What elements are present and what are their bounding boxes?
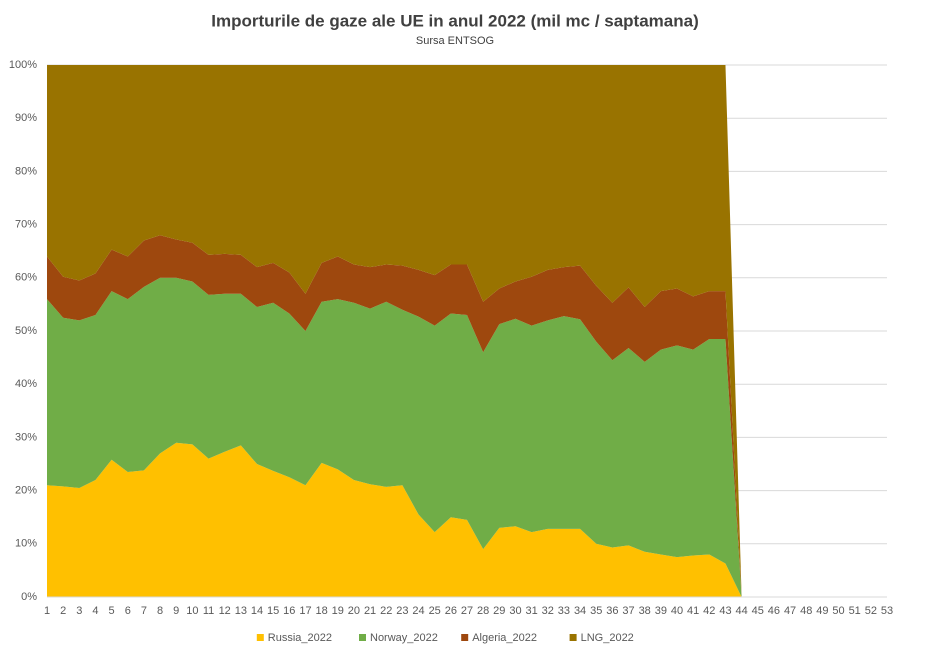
x-tick-label: 43: [719, 605, 731, 617]
x-tick-label: 12: [219, 605, 231, 617]
x-tick-label: 47: [784, 605, 796, 617]
x-tick-label: 27: [461, 605, 473, 617]
x-tick-label: 53: [881, 605, 893, 617]
x-tick-label: 38: [639, 605, 651, 617]
y-tick-label: 100%: [9, 59, 37, 71]
x-tick-label: 19: [332, 605, 344, 617]
x-tick-label: 6: [125, 605, 131, 617]
x-tick-label: 42: [703, 605, 715, 617]
x-tick-label: 46: [768, 605, 780, 617]
y-tick-label: 50%: [15, 325, 37, 337]
x-tick-label: 21: [364, 605, 376, 617]
x-tick-label: 41: [687, 605, 699, 617]
legend-label: Algeria_2022: [472, 632, 537, 644]
x-tick-label: 48: [800, 605, 812, 617]
x-tick-label: 2: [60, 605, 66, 617]
y-tick-label: 10%: [15, 538, 37, 550]
x-tick-label: 1: [44, 605, 50, 617]
x-tick-label: 18: [315, 605, 327, 617]
x-tick-label: 5: [109, 605, 115, 617]
y-tick-label: 40%: [15, 378, 37, 390]
x-tick-label: 44: [735, 605, 747, 617]
x-tick-label: 14: [251, 605, 263, 617]
y-tick-label: 0%: [21, 591, 37, 603]
area: [47, 235, 742, 598]
legend-label: LNG_2022: [581, 632, 634, 644]
x-tick-label: 15: [267, 605, 279, 617]
legend-swatch: [359, 634, 366, 641]
x-tick-label: 52: [865, 605, 877, 617]
x-tick-label: 25: [429, 605, 441, 617]
x-tick-label: 31: [525, 605, 537, 617]
x-tick-label: 8: [157, 605, 163, 617]
x-tick-label: 39: [655, 605, 667, 617]
legend-label: Russia_2022: [268, 632, 332, 644]
legend-swatch: [569, 634, 577, 641]
chart-title: Importurile de gaze ale UE in anul 2022 …: [211, 11, 699, 30]
x-tick-label: 28: [477, 605, 489, 617]
x-tick-label: 3: [76, 605, 82, 617]
x-tick-label: 16: [283, 605, 295, 617]
x-tick-label: 22: [380, 605, 392, 617]
x-tick-label: 51: [849, 605, 861, 617]
y-tick-label: 80%: [15, 165, 37, 177]
x-tick-label: 49: [816, 605, 828, 617]
x-tick-label: 30: [509, 605, 521, 617]
x-tick-label: 50: [832, 605, 844, 617]
x-tick-label: 26: [445, 605, 457, 617]
x-tick-label: 37: [622, 605, 634, 617]
y-tick-label: 90%: [15, 112, 37, 124]
x-tick-label: 29: [493, 605, 505, 617]
area: [47, 442, 742, 597]
area: [47, 277, 742, 597]
x-tick-label: 4: [92, 605, 98, 617]
x-tick-label: 24: [412, 605, 424, 617]
x-tick-label: 35: [590, 605, 602, 617]
x-tick-label: 17: [299, 605, 311, 617]
x-tick-label: 40: [671, 605, 683, 617]
x-tick-label: 10: [186, 605, 198, 617]
y-tick-label: 20%: [15, 485, 37, 497]
x-tick-label: 9: [173, 605, 179, 617]
y-tick-label: 30%: [15, 431, 37, 443]
x-tick-label: 13: [235, 605, 247, 617]
x-tick-label: 34: [574, 605, 586, 617]
x-tick-label: 45: [752, 605, 764, 617]
x-tick-label: 32: [542, 605, 554, 617]
legend-label: Norway_2022: [370, 632, 438, 644]
x-tick-label: 11: [203, 605, 214, 617]
x-tick-label: 33: [558, 605, 570, 617]
area: [47, 65, 742, 597]
y-tick-label: 60%: [15, 272, 37, 284]
y-tick-label: 70%: [15, 219, 37, 231]
x-tick-label: 23: [396, 605, 408, 617]
legend-swatch: [461, 634, 469, 641]
legend-swatch: [256, 634, 264, 641]
x-tick-label: 7: [141, 605, 147, 617]
x-tick-label: 20: [348, 605, 360, 617]
chart-subtitle: Sursa ENTSOG: [416, 35, 494, 47]
x-tick-label: 36: [606, 605, 618, 617]
